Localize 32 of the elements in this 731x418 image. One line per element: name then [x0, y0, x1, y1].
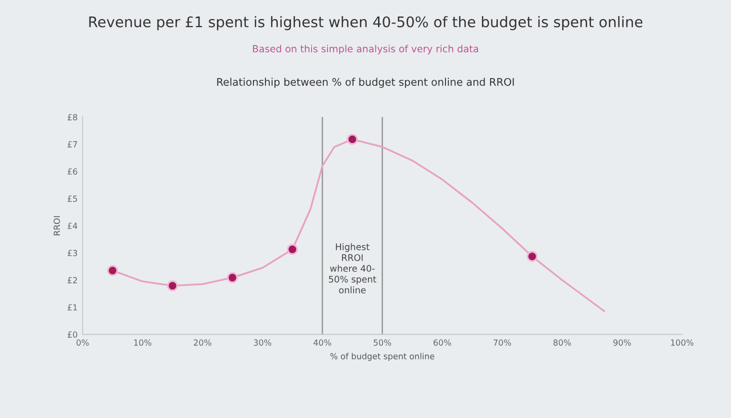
point: [107, 265, 118, 276]
y-tick-label: £4: [68, 222, 78, 229]
x-tick-label: 10%: [134, 339, 152, 346]
y-tick-label: £7: [68, 141, 78, 148]
y-tick-label: £2: [68, 277, 77, 284]
x-tick-label: 80%: [553, 339, 571, 346]
point: [286, 244, 298, 255]
x-tick-label: 90%: [613, 339, 631, 346]
point: [167, 280, 178, 292]
point: [346, 134, 358, 145]
x-tick-label: 30%: [254, 339, 272, 346]
x-tick-label: 20%: [194, 339, 212, 346]
x-tick-label: 50%: [374, 339, 392, 346]
x-tick-label: 40%: [314, 339, 332, 346]
y-tick-label: £0: [68, 331, 78, 338]
y-tick-label: £1: [68, 304, 77, 310]
text: Relationship between % of budget spent online and RROI: [217, 78, 514, 88]
y-axis-title: RROI: [54, 216, 60, 236]
annotation: Highest RROI where 40- 50% spent online: [328, 243, 376, 294]
y-tick-label: £6: [68, 168, 78, 175]
x-tick-label: 60%: [434, 339, 452, 346]
x-tick-label: 70%: [494, 339, 511, 346]
y-tick-label: £5: [68, 196, 78, 202]
point: [226, 272, 238, 284]
x-tick-label: 0%: [76, 339, 89, 346]
y-tick-label: £8: [68, 114, 78, 120]
chart-title: Revenue per £1 spent is highest when 40-50% of the budget is spent online: [89, 16, 642, 30]
y-tick-label: £3: [68, 250, 78, 256]
x-tick-label: 100%: [671, 339, 694, 346]
point: [526, 250, 538, 262]
x-axis-title: % of budget spent online: [330, 352, 434, 361]
chart-subtitle: Based on this simple analysis of very rich data: [253, 44, 478, 54]
